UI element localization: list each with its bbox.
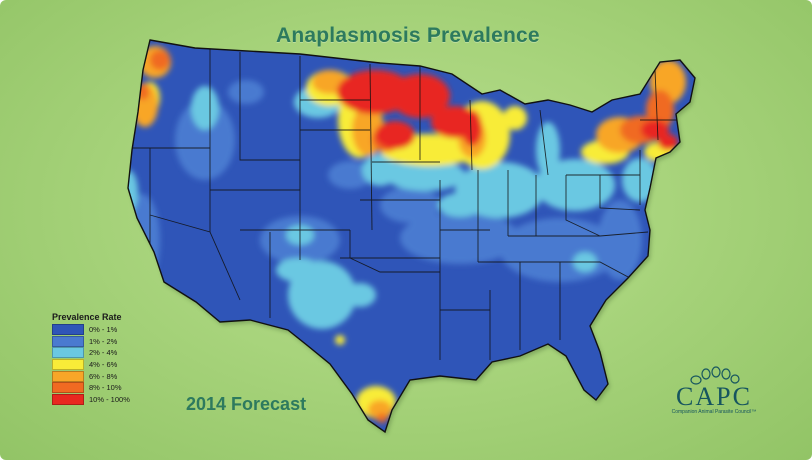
logo-name: CAPC (676, 382, 752, 411)
legend-item: 10% - 100% (52, 393, 162, 406)
legend-label: 4% - 6% (89, 360, 118, 370)
legend-swatch (52, 359, 84, 371)
legend-item: 2% - 4% (52, 347, 162, 359)
legend-swatch (52, 324, 84, 336)
legend-swatch (52, 393, 84, 405)
legend-label: 2% - 4% (89, 348, 118, 358)
map-title: Anaplasmosis Prevalence (276, 24, 540, 47)
prevalence-fill-layer (128, 40, 695, 432)
paw-print-icon (690, 366, 740, 385)
capc-logo: CAPC Companion Animal Parasite Council™ (658, 366, 770, 422)
legend-swatch (52, 382, 84, 394)
forecast-label: 2014 Forecast (186, 394, 307, 414)
legend-label: 6% - 8% (89, 371, 118, 381)
legend-swatch (52, 347, 84, 359)
legend-title: Prevalence Rate (52, 312, 122, 322)
legend-item: 1% - 2% (52, 335, 162, 348)
us-outline (127, 39, 696, 434)
legend-swatch (52, 370, 84, 382)
legend-label: 0% - 1% (89, 325, 118, 335)
legend-label: 1% - 2% (89, 336, 118, 346)
legend-item: 0% - 1% (52, 324, 162, 336)
logo-tagline: Companion Animal Parasite Council™ (671, 409, 757, 415)
legend-item: 8% - 10% (52, 382, 162, 394)
legend-item: 6% - 8% (52, 370, 162, 382)
state-borders (132, 48, 680, 360)
legend-label: 10% - 100% (89, 394, 130, 404)
legend-item: 4% - 6% (52, 359, 162, 371)
legend-swatch (52, 335, 84, 347)
legend: Prevalence Rate 0% - 1% 1% - 2% 2% - 4% … (52, 312, 162, 405)
legend-label: 8% - 10% (89, 383, 122, 393)
